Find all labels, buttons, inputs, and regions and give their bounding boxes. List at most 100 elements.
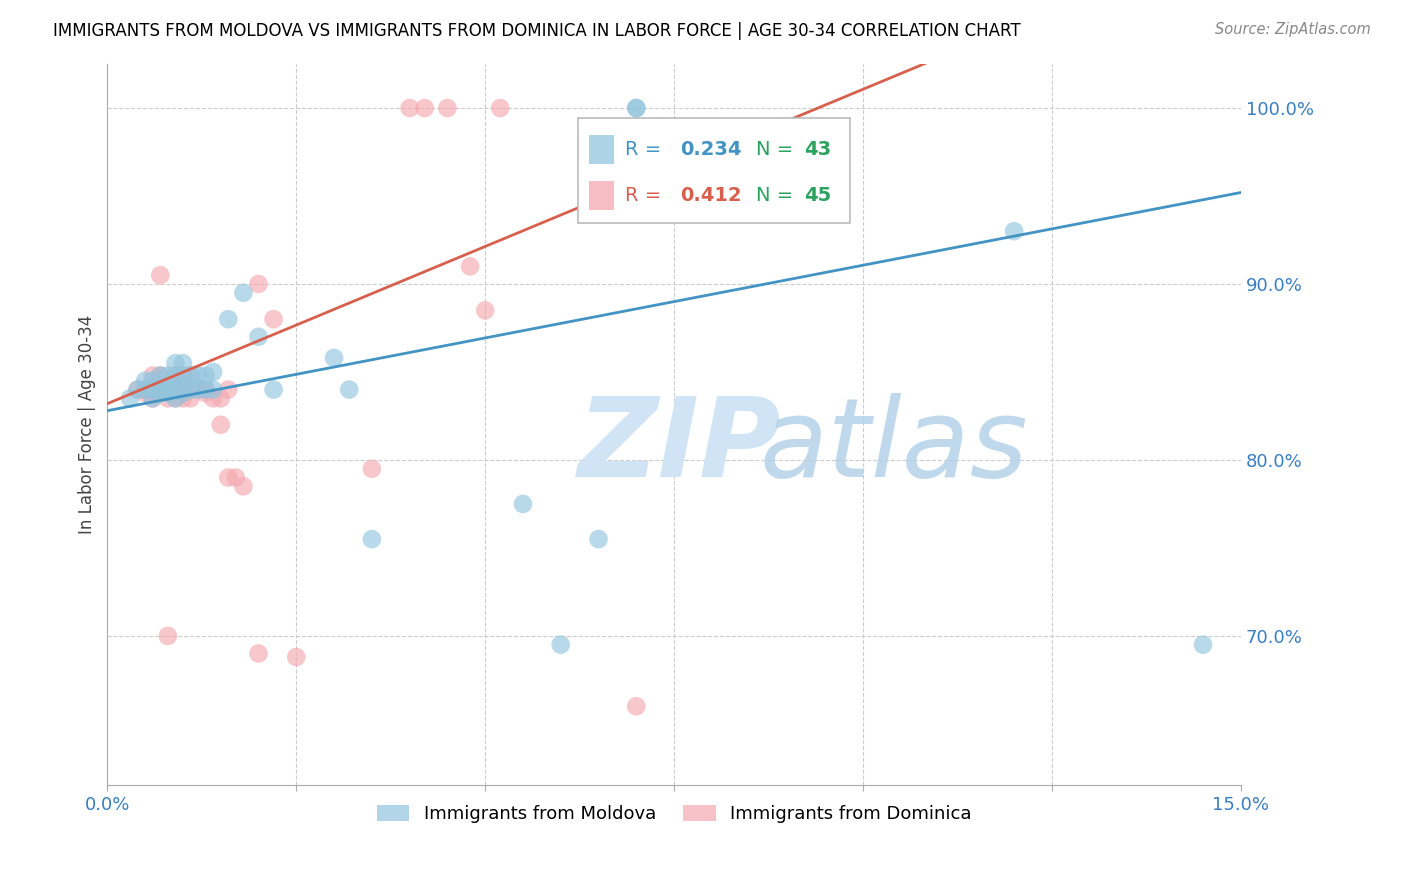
Point (217, 312, 239, 326)
Point (194, 383, 217, 397)
Point (142, 368, 165, 383)
Point (247, 277, 270, 291)
Text: 43: 43 (804, 140, 831, 159)
Point (172, 356, 194, 370)
Point (187, 383, 209, 397)
Point (142, 386, 165, 401)
Point (172, 386, 194, 401)
Point (165, 383, 187, 397)
Point (413, 101, 436, 115)
Point (202, 392, 225, 406)
Point (142, 374, 165, 388)
Point (156, 629, 179, 643)
Point (187, 368, 209, 383)
Point (489, 101, 512, 115)
Point (232, 285, 254, 300)
Point (232, 479, 254, 493)
Point (134, 374, 156, 388)
Point (156, 383, 179, 397)
Point (156, 392, 179, 406)
Point (134, 386, 156, 401)
Point (436, 101, 458, 115)
Text: 45: 45 (804, 186, 832, 205)
Point (149, 268, 172, 283)
Point (134, 383, 156, 397)
Point (149, 383, 172, 397)
Point (337, 383, 360, 397)
Legend: Immigrants from Moldova, Immigrants from Dominica: Immigrants from Moldova, Immigrants from… (370, 797, 979, 830)
Point (127, 383, 149, 397)
Point (263, 312, 285, 326)
Point (194, 383, 217, 397)
Point (165, 383, 187, 397)
FancyBboxPatch shape (589, 181, 614, 210)
Point (194, 368, 217, 383)
Text: Source: ZipAtlas.com: Source: ZipAtlas.com (1215, 22, 1371, 37)
Point (360, 461, 382, 475)
Point (225, 470, 247, 484)
Point (474, 303, 496, 318)
Point (165, 368, 187, 383)
Point (134, 383, 156, 397)
Point (172, 383, 194, 397)
Point (156, 368, 179, 383)
Point (142, 392, 165, 406)
Point (172, 379, 194, 393)
Point (263, 383, 285, 397)
Point (626, 101, 648, 115)
Point (142, 383, 165, 397)
Point (172, 368, 194, 383)
Text: N =: N = (755, 140, 799, 159)
Point (360, 532, 382, 546)
Text: 0.412: 0.412 (679, 186, 741, 205)
Point (149, 368, 172, 383)
Point (165, 392, 187, 406)
Point (165, 368, 187, 383)
Text: IMMIGRANTS FROM MOLDOVA VS IMMIGRANTS FROM DOMINICA IN LABOR FORCE | AGE 30-34 C: IMMIGRANTS FROM MOLDOVA VS IMMIGRANTS FR… (53, 22, 1021, 40)
Point (1002, 224, 1025, 238)
Point (550, 638, 572, 652)
Point (626, 699, 648, 714)
Point (458, 260, 481, 274)
FancyBboxPatch shape (589, 135, 614, 163)
Point (172, 392, 194, 406)
Point (172, 368, 194, 383)
Point (118, 392, 141, 406)
Point (588, 532, 610, 546)
Point (247, 330, 270, 344)
Point (179, 383, 201, 397)
Y-axis label: In Labor Force | Age 30-34: In Labor Force | Age 30-34 (79, 315, 96, 534)
Text: 0.234: 0.234 (679, 140, 741, 159)
Point (202, 365, 225, 379)
Point (179, 368, 201, 383)
Point (1192, 638, 1215, 652)
Point (512, 497, 534, 511)
Point (202, 383, 225, 397)
Text: R =: R = (626, 186, 668, 205)
Point (149, 368, 172, 383)
FancyBboxPatch shape (578, 118, 849, 223)
Point (165, 392, 187, 406)
Point (285, 650, 308, 665)
Point (165, 356, 187, 370)
Point (127, 383, 149, 397)
Point (209, 417, 232, 432)
Point (247, 647, 270, 661)
Point (194, 386, 217, 401)
Text: N =: N = (755, 186, 799, 205)
Point (187, 383, 209, 397)
Point (172, 386, 194, 401)
Point (179, 383, 201, 397)
Point (179, 392, 201, 406)
Text: ZIP: ZIP (578, 392, 782, 500)
Point (209, 392, 232, 406)
Point (149, 386, 172, 401)
Point (323, 351, 346, 365)
Point (142, 383, 165, 397)
Point (179, 368, 201, 383)
Point (398, 101, 420, 115)
Text: R =: R = (626, 140, 668, 159)
Point (217, 383, 239, 397)
Point (149, 383, 172, 397)
Point (217, 470, 239, 484)
